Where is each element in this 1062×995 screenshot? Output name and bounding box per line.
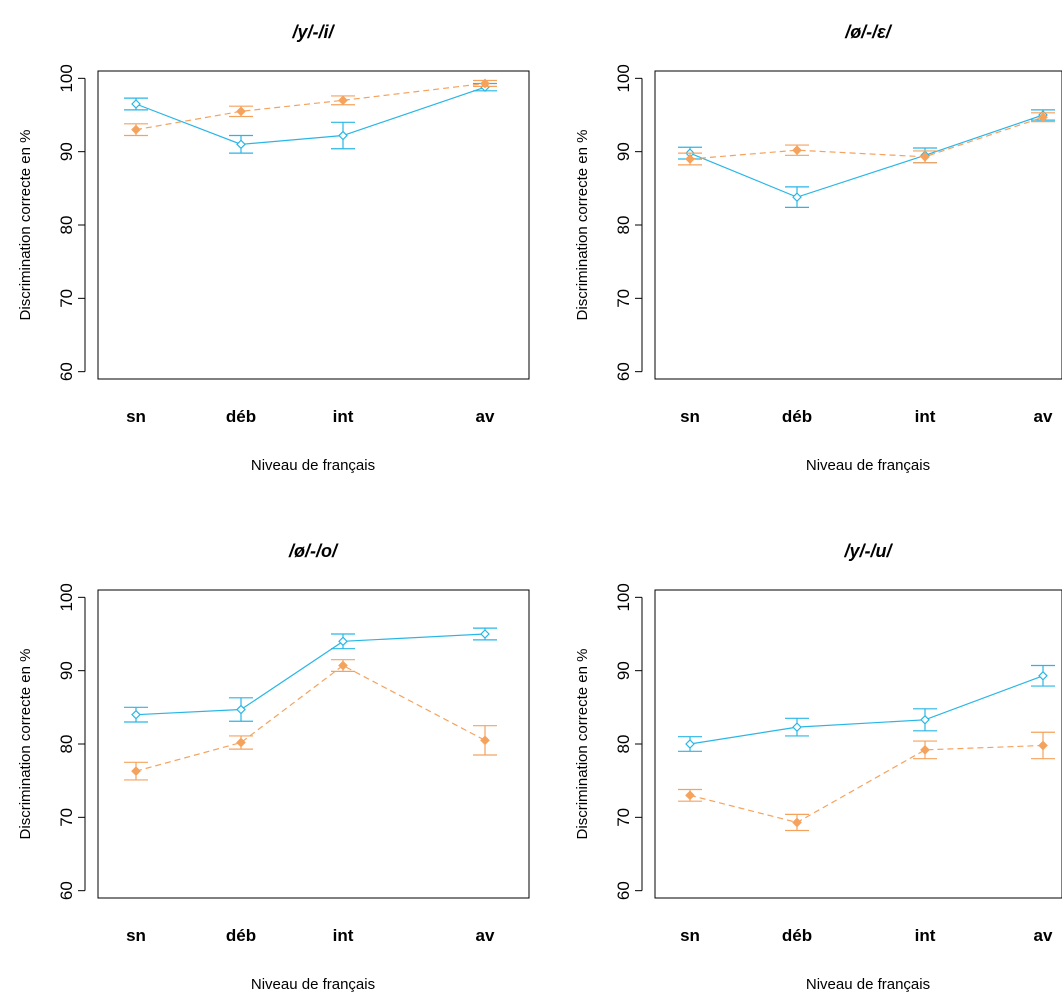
x-tick-label: av [476,926,495,945]
x-tick-label: déb [226,926,256,945]
data-point [1038,740,1048,751]
chart-title: /ø/-/ɛ/ [844,22,893,42]
data-point [685,739,695,749]
y-tick-label: 80 [614,216,633,235]
data-point [480,735,490,746]
y-tick-label: 70 [57,289,76,308]
y-tick-label: 100 [57,64,76,92]
data-point [685,790,695,801]
y-tick-label: 80 [614,735,633,754]
data-point [792,722,802,732]
y-tick-label: 60 [614,362,633,381]
series-line [135,633,486,716]
x-tick-label: sn [680,926,700,945]
data-point [1038,112,1048,123]
data-point [1038,670,1048,681]
plot-frame [97,70,530,380]
y-tick-label: 90 [57,142,76,161]
y-tick-label: 60 [614,881,633,900]
x-tick-label: sn [680,407,700,426]
data-point [236,139,246,150]
data-point [338,660,348,671]
plot-frame [654,70,1062,380]
y-tick-label: 60 [57,881,76,900]
y-axis-label: Discrimination correcte en % [574,130,591,321]
y-axis-label: Discrimination correcte en % [17,130,34,321]
chart-title: /ø/-/o/ [288,541,339,561]
plot-frame [654,589,1062,899]
data-point [131,766,141,776]
x-tick-label: int [915,926,936,945]
data-point [338,95,348,106]
series-line [689,114,1044,198]
data-point [480,78,490,89]
y-axis-label: Discrimination correcte en % [17,649,34,840]
series-line [689,116,1044,160]
chart-panel: /ø/-/o/60 70 80 90 100 Discrimination correct… [17,541,530,993]
series-line [135,664,486,772]
x-tick-label: déb [782,926,812,945]
data-point [236,704,246,715]
y-axis-label: Discrimination correcte en % [574,649,591,840]
x-tick-label: av [1034,926,1053,945]
x-axis-label: Niveau de français [251,457,375,474]
y-tick-label: 100 [57,583,76,611]
data-point [131,124,141,135]
data-point [131,99,141,109]
data-point [685,154,695,164]
data-point [792,145,802,156]
series-line [689,744,1044,824]
y-tick-label: 80 [57,735,76,754]
x-tick-label: sn [126,407,146,426]
data-point [792,817,802,828]
y-tick-label: 90 [57,661,76,680]
data-point [920,151,930,162]
chart-title: /y/-/i/ [291,22,335,42]
chart-panel: /ø/-/ɛ/60 70 80 90 100 Discrimination correct… [574,22,1062,474]
y-tick-label: 70 [614,808,633,827]
x-axis-label: Niveau de français [806,457,930,474]
data-point [792,192,802,202]
x-tick-label: déb [226,407,256,426]
x-tick-label: int [333,407,354,426]
data-point [920,714,930,725]
x-axis-label: Niveau de français [251,976,375,993]
data-point [236,106,246,117]
data-point [920,745,930,755]
chart-title: /y/-/u/ [843,541,893,561]
data-point [236,737,246,748]
data-point [480,629,490,639]
series-line [135,86,486,145]
data-point [338,130,348,141]
x-tick-label: sn [126,926,146,945]
series-line [689,675,1044,745]
y-tick-label: 70 [614,289,633,308]
series-line [135,82,486,131]
y-tick-label: 90 [614,142,633,161]
chart-panel: /y/-/u/60 70 80 90 100 Discrimination correct… [574,541,1062,993]
y-tick-label: 80 [57,216,76,235]
x-tick-label: av [1034,407,1053,426]
data-point [338,636,348,647]
y-tick-label: 60 [57,362,76,381]
x-tick-label: déb [782,407,812,426]
x-axis-label: Niveau de français [806,976,930,993]
x-tick-label: int [915,407,936,426]
data-point [131,709,141,720]
y-tick-label: 90 [614,661,633,680]
plot-frame [97,589,530,899]
y-tick-label: 70 [57,808,76,827]
chart-panel: /y/-/i/60 70 80 90 100 Discrimination correct… [17,22,530,474]
y-tick-label: 100 [614,583,633,611]
y-tick-label: 100 [614,64,633,92]
x-tick-label: int [333,926,354,945]
x-tick-label: av [476,407,495,426]
